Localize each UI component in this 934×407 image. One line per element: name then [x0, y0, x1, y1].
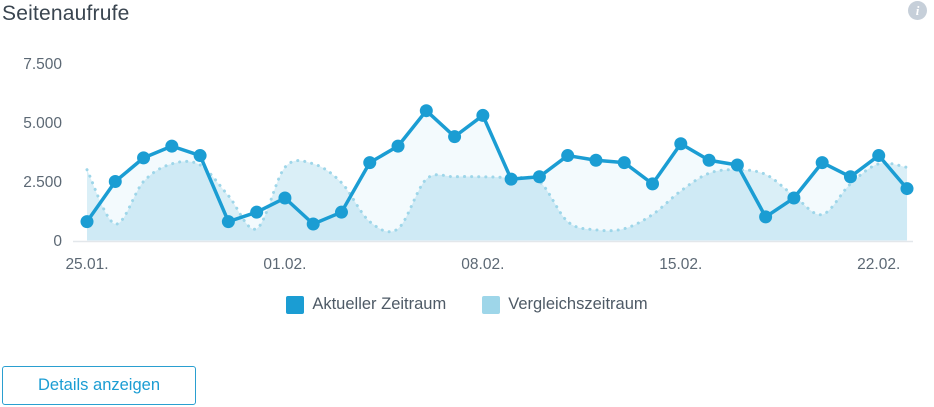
- page-title: Seitenaufrufe: [2, 2, 130, 25]
- details-button[interactable]: Details anzeigen: [2, 366, 196, 405]
- info-icon[interactable]: i: [908, 1, 927, 20]
- y-axis-tick-label: 5.000: [23, 115, 62, 132]
- comparison-line: [85, 159, 909, 234]
- data-point-marker[interactable]: [306, 217, 320, 231]
- data-point-marker[interactable]: [674, 137, 688, 151]
- chart-legend: Aktueller Zeitraum Vergleichszeitraum: [0, 295, 934, 314]
- data-point-marker[interactable]: [843, 170, 857, 184]
- legend-label-comparison: Vergleichszeitraum: [508, 295, 648, 313]
- data-point-marker[interactable]: [561, 149, 575, 163]
- data-point-marker[interactable]: [108, 175, 122, 188]
- y-axis-tick-label: 0: [53, 233, 62, 250]
- x-axis-tick-label: 22.02.: [857, 256, 900, 273]
- data-point-marker[interactable]: [250, 205, 264, 219]
- data-point-marker[interactable]: [504, 172, 518, 186]
- data-point-marker[interactable]: [759, 210, 773, 224]
- data-point-marker[interactable]: [532, 170, 546, 184]
- data-point-marker[interactable]: [165, 139, 179, 153]
- legend-item-comparison[interactable]: Vergleichszeitraum: [482, 295, 648, 314]
- x-axis-tick-label: 08.02.: [461, 256, 504, 273]
- data-point-marker[interactable]: [702, 153, 716, 167]
- data-point-marker[interactable]: [589, 153, 603, 167]
- legend-swatch-comparison: [482, 295, 501, 314]
- y-axis-tick-label: 2.500: [23, 174, 62, 191]
- legend-item-current[interactable]: Aktueller Zeitraum: [286, 295, 446, 314]
- data-point-marker[interactable]: [730, 158, 744, 172]
- data-point-marker[interactable]: [419, 104, 433, 118]
- data-point-marker[interactable]: [476, 108, 490, 122]
- data-point-marker[interactable]: [193, 149, 207, 163]
- x-axis-tick-label: 15.02.: [659, 256, 702, 273]
- x-axis-tick-label: 01.02.: [263, 256, 306, 273]
- data-point-marker[interactable]: [872, 149, 886, 163]
- data-point-marker[interactable]: [221, 215, 235, 229]
- data-point-marker[interactable]: [815, 156, 829, 170]
- data-point-marker[interactable]: [278, 191, 292, 205]
- data-point-marker[interactable]: [363, 156, 377, 170]
- legend-swatch-current: [286, 295, 305, 314]
- data-point-marker[interactable]: [646, 177, 660, 191]
- y-axis-tick-label: 7.500: [23, 56, 62, 73]
- data-point-marker[interactable]: [787, 191, 801, 205]
- data-point-marker[interactable]: [617, 156, 631, 170]
- comparison-area: [87, 160, 908, 241]
- data-point-marker[interactable]: [80, 215, 94, 229]
- x-axis-tick-label: 25.01.: [65, 256, 108, 273]
- data-point-marker[interactable]: [137, 151, 151, 165]
- legend-label-current: Aktueller Zeitraum: [312, 295, 447, 313]
- current-area: [87, 110, 908, 241]
- data-point-marker[interactable]: [900, 182, 914, 196]
- pageviews-chart[interactable]: 0 2.500 5.000 7.500 25.01. 01.02. 08.02. 15.02.…: [0, 0, 934, 290]
- data-point-marker[interactable]: [448, 130, 462, 144]
- data-point-marker[interactable]: [334, 205, 348, 219]
- data-point-marker[interactable]: [391, 139, 405, 153]
